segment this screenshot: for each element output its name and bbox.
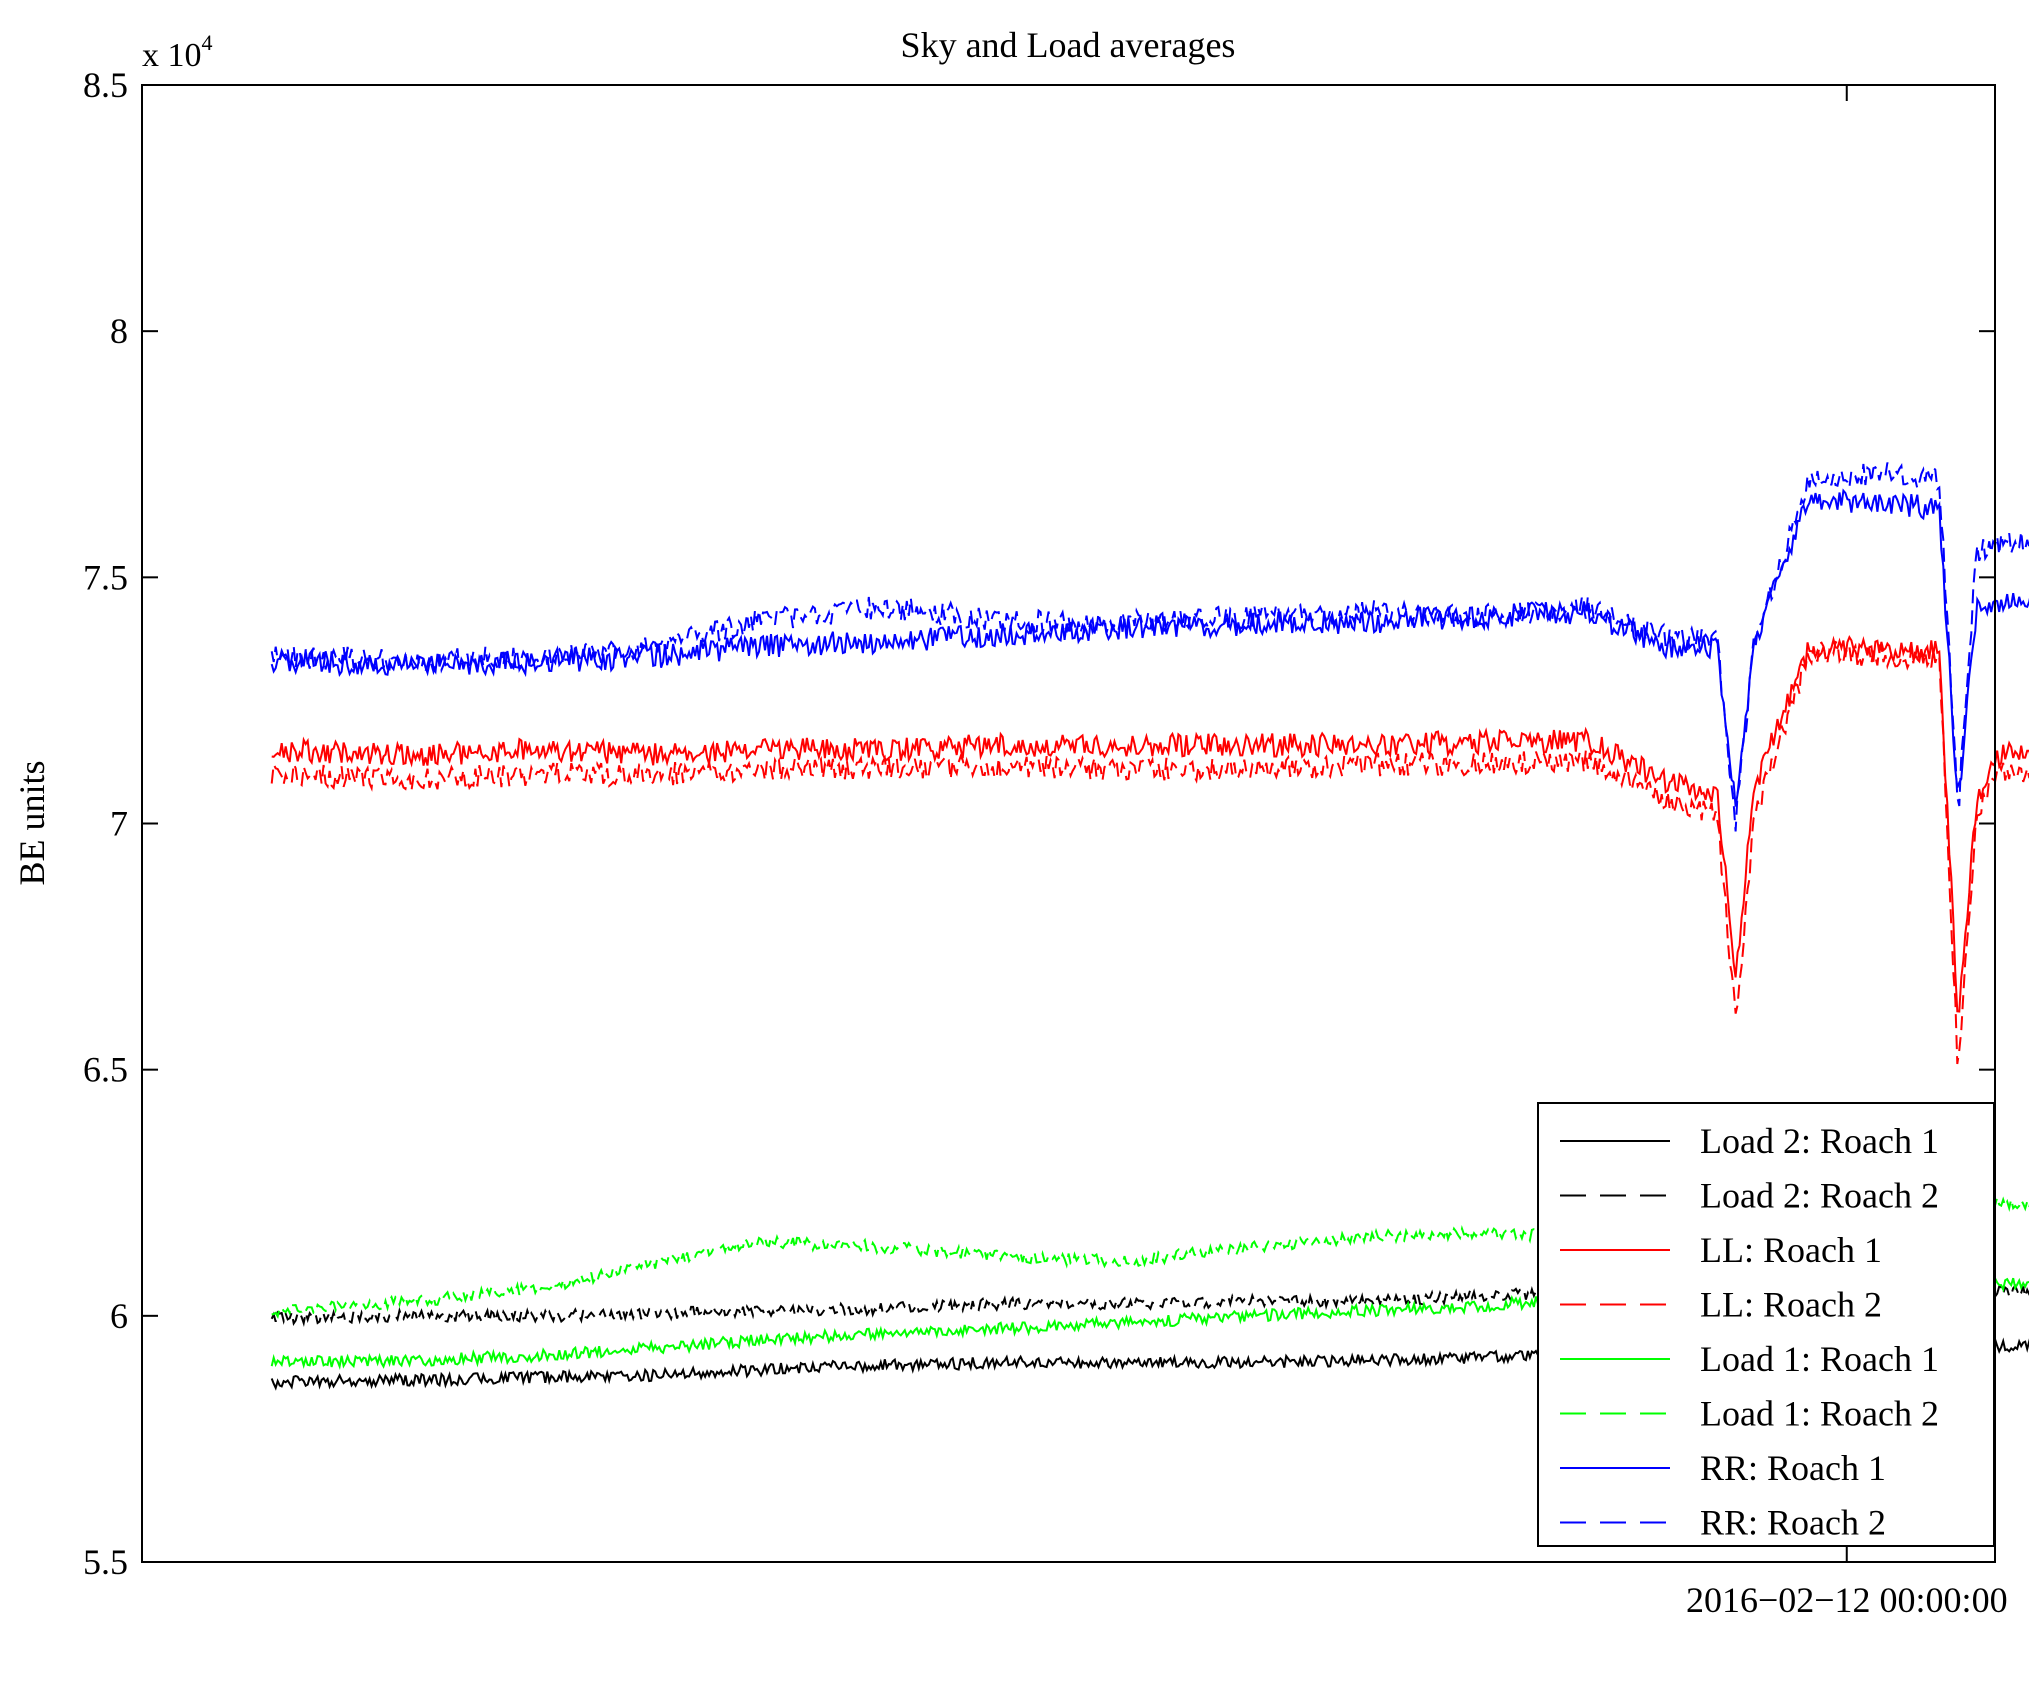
y-tick-label: 7.5 — [83, 557, 128, 597]
y-tick-label: 8.5 — [83, 65, 128, 105]
legend-item: LL: Roach 1 — [1560, 1230, 1882, 1270]
y-tick-label: 8 — [110, 311, 128, 351]
y-tick-label: 7 — [110, 804, 128, 844]
legend-label: RR: Roach 1 — [1700, 1448, 1886, 1488]
legend-label: Load 2: Roach 1 — [1700, 1121, 1939, 1161]
y-multiplier-base: x 10 — [142, 37, 202, 74]
legend-item: Load 2: Roach 1 — [1560, 1121, 1939, 1161]
y-multiplier: x 104 — [142, 30, 213, 74]
y-axis-label: BE units — [12, 760, 52, 885]
legend-item: LL: Roach 2 — [1560, 1285, 1882, 1325]
legend-label: Load 2: Roach 2 — [1700, 1176, 1939, 1216]
legend-item: Load 2: Roach 2 — [1560, 1176, 1939, 1216]
series-line-ll-roach-1 — [271, 634, 2029, 1013]
legend-label: RR: Roach 2 — [1700, 1503, 1886, 1543]
legend-label: Load 1: Roach 1 — [1700, 1339, 1939, 1379]
x-tick-label: 2016−02−12 00:00:00 — [1686, 1580, 2008, 1620]
y-tick-label: 5.5 — [83, 1542, 128, 1582]
chart-title: Sky and Load averages — [901, 25, 1236, 65]
legend: Load 2: Roach 1 Load 2: Roach 2 LL: Roach … — [1537, 1102, 1995, 1547]
legend-item: Load 1: Roach 2 — [1560, 1394, 1939, 1434]
series-line-rr-roach-2 — [270, 462, 2029, 832]
legend-label: LL: Roach 1 — [1700, 1230, 1882, 1270]
legend-item: RR: Roach 2 — [1560, 1503, 1886, 1543]
y-multiplier-exponent: 4 — [202, 30, 213, 55]
legend-label: Load 1: Roach 2 — [1700, 1394, 1939, 1434]
y-tick-label: 6 — [110, 1296, 128, 1336]
axis-ticks: 5.5 6 6.5 7 7.5 8 8.5 2016−02−12 00:00:00 — [83, 65, 2008, 1620]
legend-item: RR: Roach 1 — [1560, 1448, 1886, 1488]
legend-box — [1537, 1102, 1995, 1547]
legend-label: LL: Roach 2 — [1700, 1285, 1882, 1325]
series-line-ll-roach-2 — [270, 640, 2029, 1065]
y-tick-label: 6.5 — [83, 1050, 128, 1090]
legend-item: Load 1: Roach 1 — [1560, 1339, 1939, 1379]
